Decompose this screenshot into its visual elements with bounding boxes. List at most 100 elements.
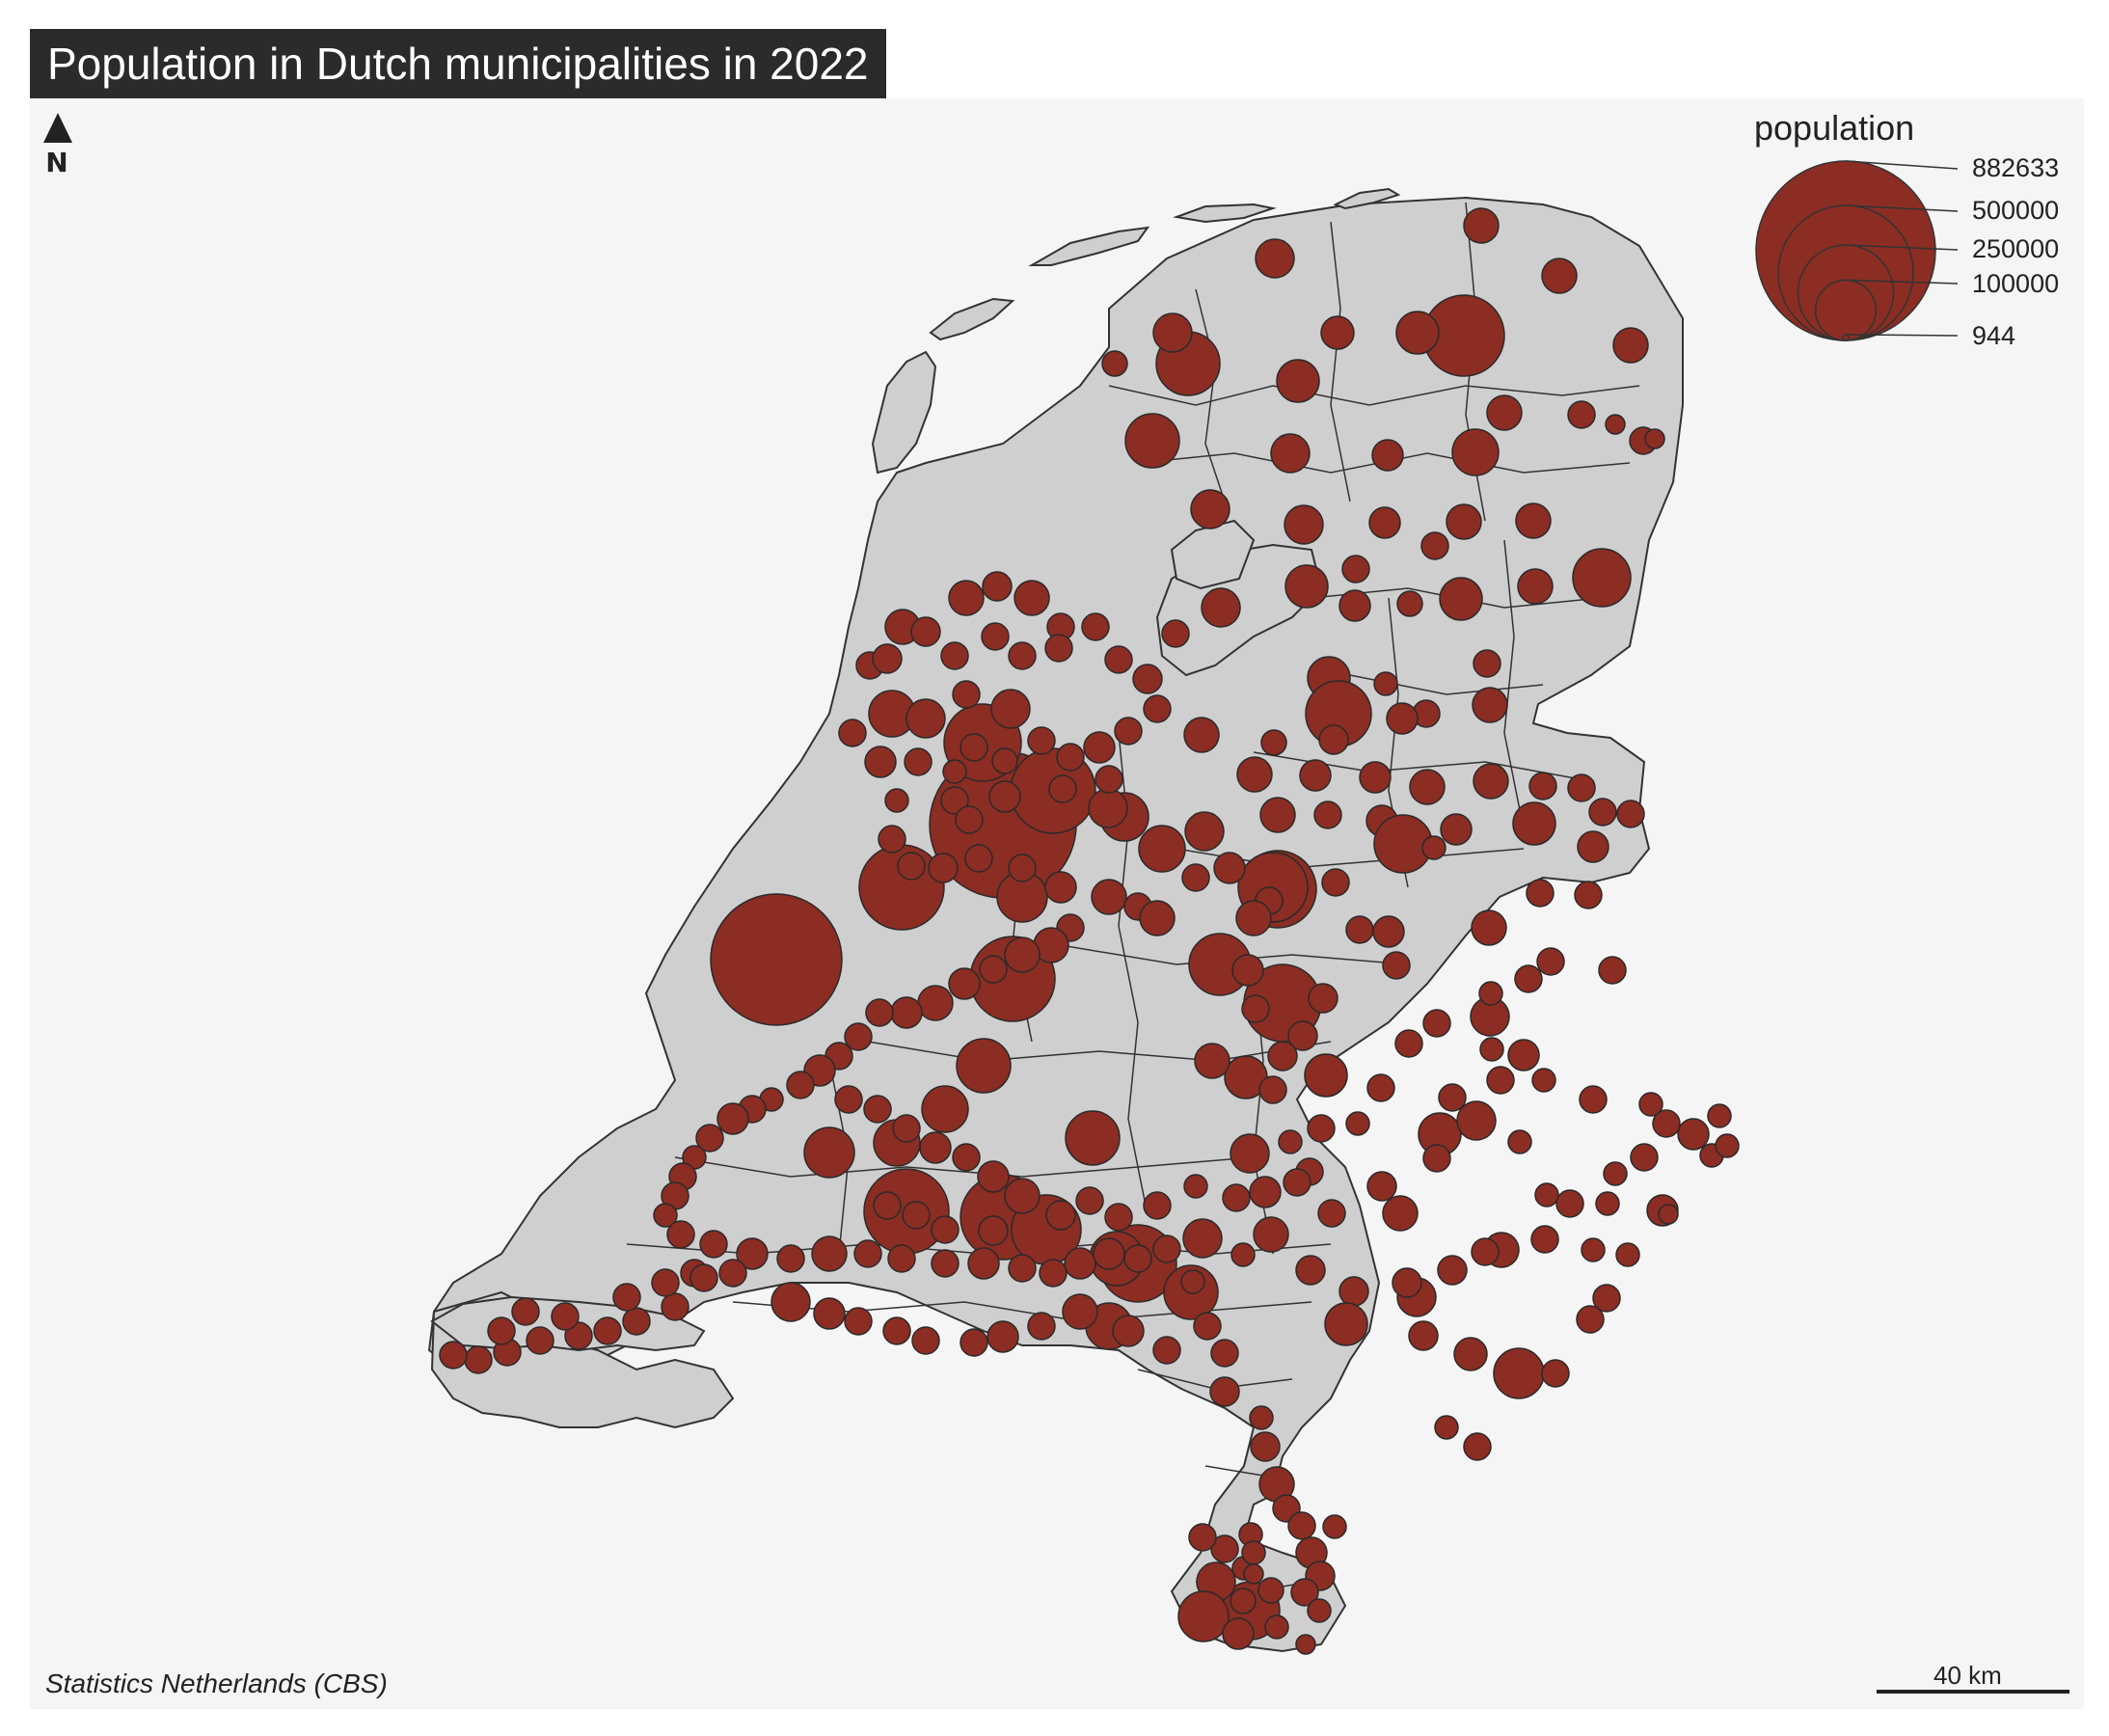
source-credit: Statistics Netherlands (CBS) — [45, 1668, 388, 1698]
population-bubble-179 — [942, 759, 967, 784]
population-bubble-81 — [1231, 954, 1264, 987]
population-bubble-138 — [1317, 1199, 1346, 1228]
population-bubble-34 — [1517, 568, 1554, 605]
population-bubble-66 — [1321, 868, 1350, 897]
noordoostpolder-outline — [1170, 519, 1256, 590]
population-bubble-233 — [1152, 1234, 1181, 1263]
population-bubble-31 — [1338, 589, 1371, 622]
population-bubble-282 — [940, 641, 969, 670]
population-bubble-52 — [1588, 798, 1617, 827]
scale-bar-label: 40 km — [1933, 1661, 2002, 1690]
population-bubble-54 — [1616, 800, 1645, 828]
population-bubble-266 — [564, 1321, 593, 1350]
population-bubble-279 — [838, 719, 867, 747]
population-bubble-68 — [1372, 915, 1405, 948]
population-bubble-42 — [1318, 724, 1349, 755]
population-bubble-230 — [1064, 1247, 1096, 1280]
population-bubble-146 — [1180, 1269, 1205, 1294]
population-bubble-91 — [1345, 1111, 1370, 1136]
population-bubble-231 — [1093, 1237, 1125, 1270]
population-bubble-244 — [978, 1215, 1009, 1246]
population-bubble-116 — [1576, 1305, 1605, 1334]
population-bubble-205 — [890, 996, 923, 1029]
population-bubble-181 — [884, 788, 909, 813]
population-bubble-228 — [1008, 1254, 1037, 1283]
population-bubble-288 — [1044, 634, 1073, 663]
population-bubble-251 — [813, 1297, 846, 1330]
population-bubble-5 — [1255, 238, 1295, 279]
population-bubble-110 — [1408, 1320, 1439, 1351]
population-bubble-167 — [1307, 1598, 1332, 1623]
population-bubble-220 — [699, 1230, 728, 1259]
legend-leader-3 — [1845, 279, 1959, 285]
vlieland-outline — [929, 297, 1015, 341]
population-bubble-99 — [1555, 1189, 1584, 1218]
population-bubble-37 — [1472, 687, 1508, 723]
population-bubble-196 — [1213, 852, 1246, 884]
population-bubble-15 — [1371, 439, 1404, 472]
population-bubble-69 — [1471, 909, 1507, 946]
population-bubble-72 — [1536, 947, 1565, 976]
population-bubble-111 — [1453, 1337, 1488, 1371]
population-bubble-25 — [1515, 502, 1552, 539]
population-bubble-171 — [1188, 1523, 1217, 1552]
population-bubble-232 — [1123, 1244, 1152, 1273]
population-bubble-76 — [1478, 981, 1503, 1006]
population-bubble-280 — [872, 643, 903, 674]
population-bubble-175 — [952, 680, 981, 709]
population-bubble-155 — [1322, 1514, 1347, 1539]
population-bubble-19 — [1644, 428, 1665, 449]
population-bubble-11 — [1486, 394, 1523, 431]
population-bubble-256 — [987, 1320, 1019, 1353]
population-bubble-6 — [1541, 258, 1578, 294]
legend-leader-4 — [1845, 334, 1959, 337]
population-bubble-271 — [487, 1316, 516, 1345]
population-bubble-127 — [1707, 1103, 1732, 1128]
population-bubble-184 — [988, 780, 1021, 813]
population-bubble-large-18 — [803, 1126, 855, 1179]
population-bubble-35 — [1473, 649, 1501, 678]
population-bubble-240 — [834, 1085, 863, 1114]
population-bubble-109 — [1392, 1267, 1422, 1298]
population-bubble-245 — [1045, 1200, 1076, 1231]
population-bubble-188 — [928, 853, 959, 883]
terschelling-outline — [1028, 226, 1150, 266]
population-bubble-17 — [1567, 400, 1596, 429]
population-bubble-41 — [1386, 702, 1419, 735]
population-bubble-158 — [1290, 1578, 1319, 1607]
population-bubble-137 — [1382, 1195, 1419, 1232]
population-bubble-30 — [1161, 619, 1190, 648]
population-bubble-84 — [1267, 1041, 1298, 1071]
population-bubble-33 — [1439, 577, 1483, 621]
legend-leader-1 — [1845, 204, 1959, 212]
population-bubble-12 — [1152, 312, 1193, 353]
population-bubble-261 — [718, 1259, 747, 1288]
population-bubble-174 — [906, 698, 946, 739]
population-bubble-44 — [1183, 717, 1220, 753]
population-bubble-275 — [651, 1268, 680, 1297]
population-bubble-2 — [1124, 413, 1180, 469]
population-bubble-236 — [952, 1143, 981, 1172]
population-bubble-58 — [1313, 800, 1342, 829]
population-bubble-177 — [990, 689, 1031, 729]
population-bubble-87 — [1194, 1043, 1230, 1079]
population-bubble-258 — [1062, 1293, 1098, 1330]
population-bubble-49 — [1473, 763, 1509, 800]
population-bubble-139 — [1283, 1168, 1311, 1197]
population-bubble-65 — [1421, 835, 1447, 860]
population-bubble-4 — [1463, 207, 1500, 244]
population-bubble-118 — [1615, 1242, 1640, 1267]
population-bubble-112 — [1434, 1415, 1459, 1440]
population-bubble-82 — [1241, 994, 1270, 1023]
north-arrow-icon — [43, 113, 72, 143]
population-bubble-large-19 — [921, 1085, 969, 1133]
population-bubble-289 — [1008, 641, 1037, 670]
population-bubble-9 — [1320, 315, 1355, 350]
population-bubble-242 — [902, 1201, 931, 1230]
population-bubble-252 — [844, 1307, 873, 1336]
population-bubble-79 — [1382, 951, 1411, 980]
population-bubble-115 — [1541, 1359, 1570, 1388]
population-bubble-186 — [878, 825, 906, 854]
population-bubble-121 — [1658, 1204, 1679, 1225]
population-bubble-284 — [982, 571, 1013, 602]
